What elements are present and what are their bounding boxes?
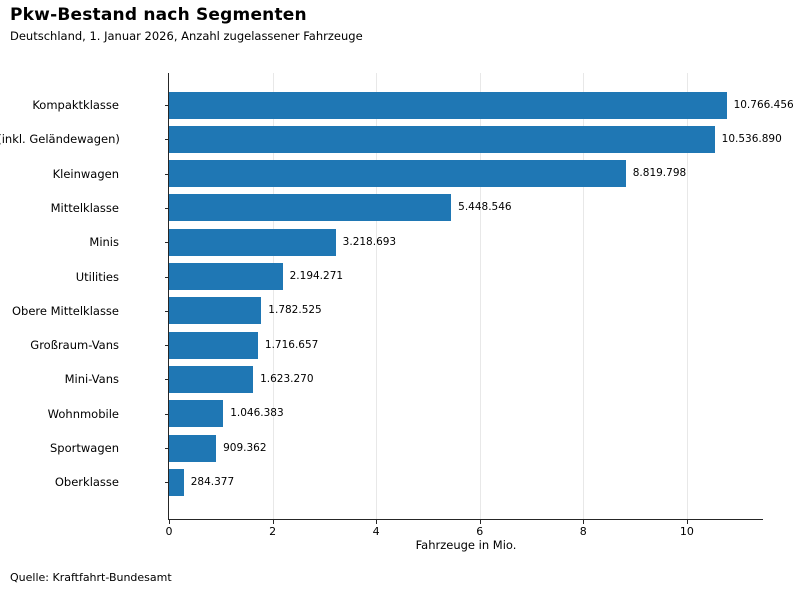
x-tick-label: 8 xyxy=(579,525,587,538)
gridline xyxy=(376,73,378,519)
x-tick-label: 6 xyxy=(476,525,484,538)
category-label: Oberklasse xyxy=(54,475,119,490)
category-label: Obere Mittelklasse xyxy=(12,303,119,318)
y-tick-mark xyxy=(164,413,168,415)
category-label: Großraum-Vans xyxy=(30,338,119,353)
x-tick-mark xyxy=(479,520,481,524)
x-tick-mark xyxy=(272,520,274,524)
y-tick-mark xyxy=(164,173,168,175)
bar xyxy=(169,365,254,393)
gridline xyxy=(583,73,585,519)
value-label: 909.362 xyxy=(223,441,267,454)
chart-title: Pkw-Bestand nach Segmenten xyxy=(10,5,307,25)
y-tick-mark xyxy=(164,242,168,244)
bar xyxy=(169,468,184,496)
value-label: 5.448.546 xyxy=(458,201,512,214)
value-label: 1.782.525 xyxy=(268,304,322,317)
y-tick-mark xyxy=(164,310,168,312)
value-label: 1.046.383 xyxy=(230,407,284,420)
y-tick-mark xyxy=(164,379,168,381)
x-tick-mark xyxy=(686,520,688,524)
category-label: SUVs (inkl. Geländewagen) xyxy=(0,132,120,147)
bar xyxy=(169,400,224,428)
bar xyxy=(169,194,452,222)
category-label: Minis xyxy=(89,235,119,250)
value-label: 8.819.798 xyxy=(632,167,687,180)
plot-area: 10.766.456 Kompaktklasse 10.536.890 SUVs (i… xyxy=(0,73,794,538)
y-tick-mark xyxy=(164,276,168,278)
y-axis-spine xyxy=(168,73,169,520)
x-tick-mark xyxy=(583,520,585,524)
gridline xyxy=(686,73,688,519)
value-label: 10.536.890 xyxy=(721,132,782,145)
category-label: Wohnmobile xyxy=(47,406,119,421)
bar xyxy=(169,331,258,359)
bar xyxy=(169,297,262,325)
category-label: Kompaktklasse xyxy=(32,98,119,112)
category-label: Mittelklasse xyxy=(50,200,119,215)
bar xyxy=(169,263,283,290)
y-tick-mark xyxy=(164,105,168,106)
y-tick-mark xyxy=(164,345,168,347)
gridline xyxy=(479,73,481,519)
value-label: 3.218.693 xyxy=(342,235,397,248)
gridline xyxy=(272,73,274,519)
x-tick-mark xyxy=(376,520,378,524)
y-tick-mark xyxy=(164,482,168,484)
value-label: 10.766.456 xyxy=(733,98,794,111)
y-tick-mark xyxy=(164,448,168,449)
bar xyxy=(169,91,727,119)
value-label: 2.194.271 xyxy=(289,270,344,282)
y-tick-mark xyxy=(164,207,168,209)
x-tick-mark xyxy=(169,520,170,524)
value-label: 284.377 xyxy=(190,475,235,488)
bar xyxy=(169,434,217,462)
x-tick-label: 10 xyxy=(679,525,694,538)
x-axis-spine xyxy=(168,519,763,520)
x-axis-label: Fahrzeuge in Mio. xyxy=(415,538,517,552)
source-note: Quelle: Kraftfahrt-Bundesamt xyxy=(10,571,172,584)
bar xyxy=(169,125,715,153)
bar xyxy=(169,228,336,256)
y-tick-mark xyxy=(164,139,168,141)
value-label: 1.623.270 xyxy=(260,372,314,385)
x-tick-label: 4 xyxy=(372,525,380,538)
x-tick-label: 0 xyxy=(165,525,173,538)
x-tick-label: 2 xyxy=(269,525,277,538)
category-label: Utilities xyxy=(75,269,119,284)
category-label: Kleinwagen xyxy=(52,166,119,181)
value-label: 1.716.657 xyxy=(264,338,319,351)
bar xyxy=(169,160,626,188)
category-label: Mini-Vans xyxy=(64,372,119,387)
chart-subtitle: Deutschland, 1. Januar 2026, Anzahl zuge… xyxy=(10,29,363,43)
category-label: Sportwagen xyxy=(50,441,119,455)
